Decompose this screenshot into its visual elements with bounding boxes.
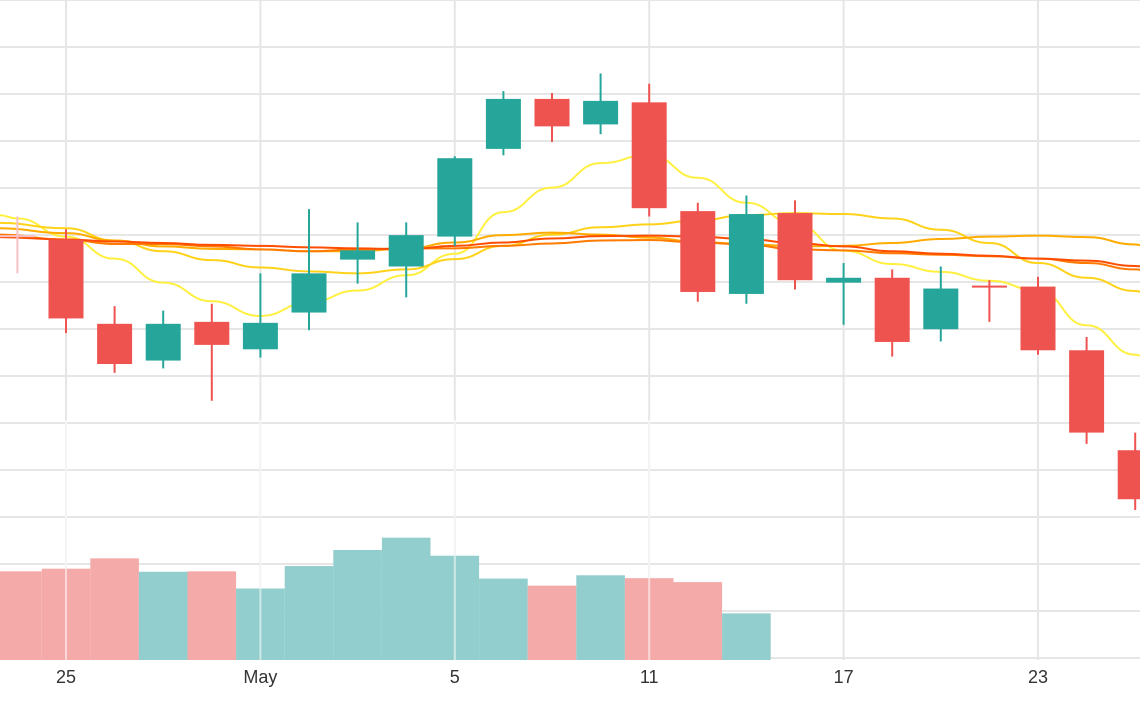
candle (1020, 276, 1056, 355)
candle-body (923, 288, 959, 330)
volume-bar (576, 575, 625, 660)
candle (48, 229, 84, 334)
moving-average-line (0, 153, 1140, 357)
candle-body (1020, 286, 1056, 351)
moving-average-line (0, 234, 1140, 268)
candle (145, 310, 181, 369)
x-axis-ticks: 25 May 5 11 17 23 (56, 667, 1048, 687)
volume-bar (187, 571, 237, 660)
candle-body (777, 213, 813, 281)
volume-bars (0, 420, 771, 660)
volume-bar (527, 585, 577, 660)
candle-body (388, 235, 424, 267)
candle (0, 216, 35, 274)
candle (631, 83, 667, 217)
x-tick-label: 17 (834, 667, 854, 687)
candle (826, 263, 862, 325)
candle (485, 91, 521, 156)
moving-average-line (0, 233, 1140, 271)
candle (388, 222, 424, 298)
volume-bar (673, 582, 723, 660)
candle-body (826, 277, 862, 283)
candle-body (1069, 350, 1105, 433)
candle-body (340, 250, 376, 260)
moving-average-line (0, 212, 1140, 293)
candle-body (291, 273, 327, 313)
candle-body (485, 98, 521, 149)
candle-body (583, 100, 619, 125)
candle (1069, 337, 1105, 444)
candle (728, 195, 764, 304)
candle (874, 269, 910, 357)
x-tick-label: 5 (450, 667, 460, 687)
candle (97, 306, 133, 373)
candle (242, 273, 278, 358)
moving-average-line (0, 227, 1140, 253)
candle-body (0, 235, 35, 238)
candle-body (1117, 450, 1140, 500)
candle-body (242, 322, 278, 350)
candle-body (680, 211, 716, 292)
candle (923, 266, 959, 342)
candles (0, 73, 1140, 511)
volume-bar (333, 550, 382, 660)
candle-body (97, 323, 133, 364)
candle (291, 209, 327, 331)
volume-bar (138, 571, 188, 660)
x-tick-label: May (243, 667, 277, 687)
candle-body (48, 239, 84, 319)
x-tick-label: 11 (640, 667, 659, 687)
candle (777, 200, 813, 290)
candle-body (194, 321, 230, 345)
x-tick-label: 25 (56, 667, 76, 687)
candle-body (971, 285, 1007, 288)
candle-body (874, 277, 910, 342)
candle (340, 222, 376, 284)
volume-bar (0, 571, 42, 660)
volume-bar (381, 537, 431, 660)
candle-body (631, 102, 667, 209)
volume-bar (479, 578, 528, 660)
candle (194, 303, 230, 401)
moving-average-lines (0, 153, 1140, 357)
candle-body (728, 214, 764, 294)
candle-body (534, 98, 570, 127)
candle (534, 93, 570, 143)
x-tick-label: 23 (1028, 667, 1048, 687)
volume-bar (722, 613, 771, 660)
volume-bar (90, 558, 139, 660)
candle (1117, 432, 1140, 511)
candle (583, 73, 619, 135)
candle (437, 156, 473, 246)
candle-body (437, 158, 473, 237)
volume-bar (284, 566, 334, 660)
candle-body (145, 323, 181, 361)
candle (971, 280, 1007, 322)
candle (680, 202, 716, 302)
